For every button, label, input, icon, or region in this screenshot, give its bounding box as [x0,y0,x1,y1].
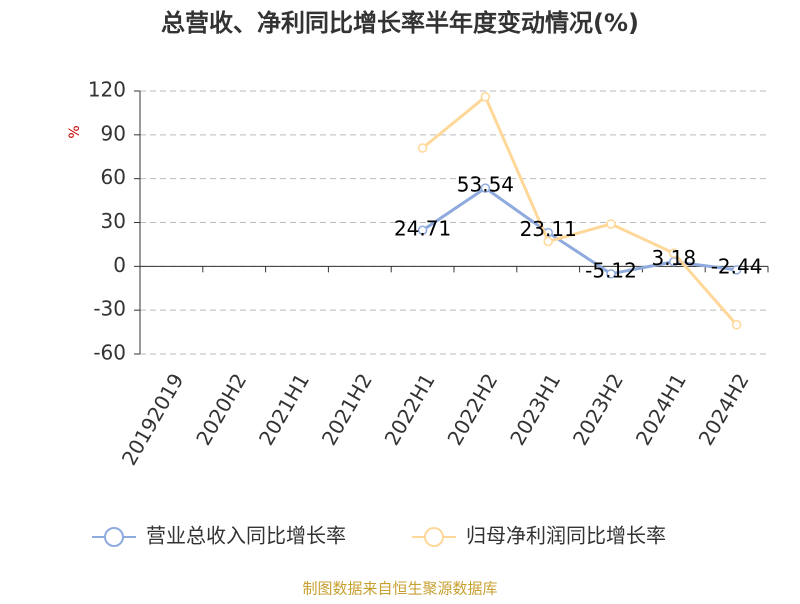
x-tick-label: 2021H1 [254,369,314,449]
x-tick-label: 2022H1 [380,369,440,449]
data-point [731,320,742,330]
legend-label: 营业总收入同比增长率 [146,524,346,548]
legend-label: 归母净利润同比增长率 [466,524,666,548]
x-tick-label: 2023H2 [568,369,628,449]
x-tick-label: 2021H2 [317,369,377,449]
data-point [606,269,616,279]
series-line [421,94,738,326]
data-point [417,225,428,235]
data-label: 24.71 [394,217,451,241]
x-tick-label: 20192019 [117,369,189,469]
data-point [480,92,491,102]
data-label: 23.11 [520,217,577,241]
x-tick-label: 2022H2 [442,369,502,449]
data-point [480,183,491,193]
data-point [731,265,742,275]
x-tick-label: 2024H2 [694,369,754,449]
y-tick-label: 0 [113,253,126,277]
y-tick-label: -60 [93,341,126,365]
y-axis-label: % [67,125,83,138]
data-label: -2.44 [711,254,763,278]
chart-title: 总营收、净利同比增长率半年度变动情况(%) [161,9,639,37]
data-point [606,219,616,229]
data-label: -5.12 [585,258,637,282]
y-tick-label: 60 [101,165,126,189]
x-tick-label: 2023H1 [505,369,565,449]
y-tick-label: 30 [101,209,126,233]
data-label: 53.54 [457,173,514,197]
x-tick-label: 2020H2 [191,369,251,449]
y-tick-label: 90 [101,121,126,145]
y-tick-label: -30 [93,297,126,321]
x-tick-label: 2024H1 [631,369,691,449]
data-label: 3.18 [652,246,697,270]
data-point [417,143,428,153]
source-note: 制图数据来自恒生聚源数据库 [302,580,497,598]
data-point [543,236,553,247]
y-tick-label: 120 [88,78,126,102]
legend-marker [104,527,124,547]
legend-marker [424,527,444,547]
data-point [669,248,679,258]
